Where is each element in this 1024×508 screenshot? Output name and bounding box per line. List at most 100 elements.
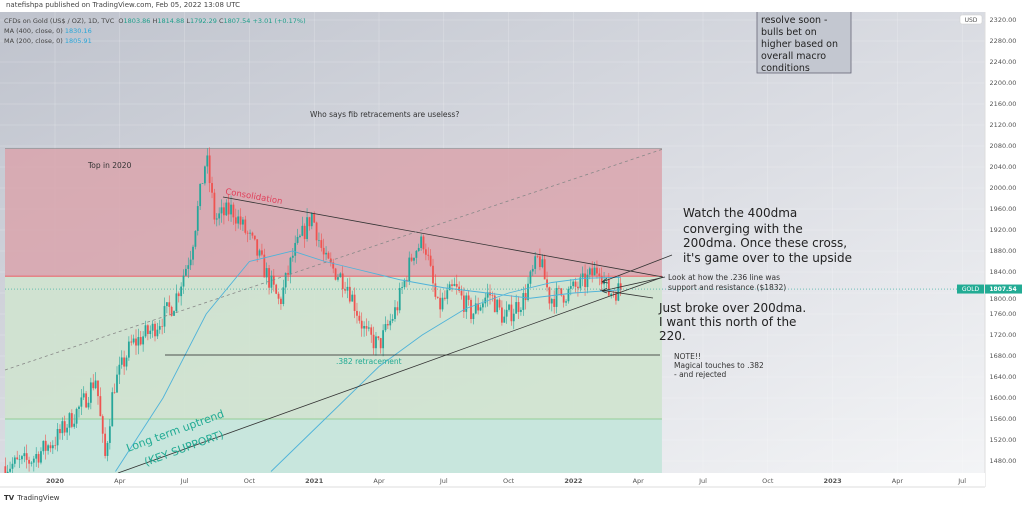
note-annotation-2[interactable]: Magical touches to .382: [674, 361, 764, 370]
candle-body: [118, 364, 121, 375]
candle-body: [598, 273, 601, 277]
candle-body: [294, 242, 297, 256]
trendlines[interactable]: [4, 148, 673, 474]
candle-body: [446, 290, 449, 299]
candle-body: [199, 183, 202, 207]
candle-body: [225, 202, 228, 216]
candle-body: [154, 323, 156, 337]
candle-body: [35, 454, 38, 459]
candle-body: [413, 257, 415, 261]
title-annotation[interactable]: Who says fib retracements are useless?: [310, 110, 459, 119]
candle-body: [111, 392, 114, 427]
candle-body: [170, 306, 173, 316]
note-annotation-1[interactable]: NOTE!!: [674, 352, 701, 361]
candle-body: [441, 297, 444, 310]
price-axis-labels: 2320.00 2280.00 2240.00 2200.00 2160.00 2120.…: [990, 16, 1017, 465]
candle-body: [108, 426, 111, 443]
candle-body: [322, 247, 325, 255]
candle-body: [142, 336, 145, 345]
look-annotation-1[interactable]: Look at how the .236 line was: [668, 273, 780, 282]
candle-body: [275, 284, 278, 294]
candle-body: [496, 299, 499, 313]
candle-body: [180, 286, 183, 297]
candle-body: [517, 302, 520, 312]
top-2020-annotation[interactable]: Top in 2020: [87, 161, 132, 170]
candle-body: [277, 293, 280, 299]
price-tick-label: 1920.00: [990, 226, 1017, 234]
legend-ma400-row[interactable]: MA (400, close, 0) 1830.16: [4, 26, 306, 36]
dashed-trendline[interactable]: [4, 148, 664, 371]
candle-body: [474, 303, 477, 314]
macro-note-box[interactable]: resolve soon - bulls bet on higher based…: [756, 12, 852, 74]
price-tick-label: 1720.00: [990, 331, 1017, 339]
candle-body: [391, 318, 394, 321]
box-line-5: conditions: [761, 63, 810, 74]
watch-annotation-1[interactable]: Watch the 400dma: [683, 206, 797, 220]
close-label: C: [218, 17, 224, 25]
candle-body: [472, 313, 475, 320]
price-chart[interactable]: Who says fib retracements are useless? T…: [0, 12, 1024, 488]
tradingview-logo[interactable]: TV TradingView: [4, 494, 60, 502]
candle-body: [70, 413, 73, 427]
candle-body: [510, 304, 513, 322]
candle-body: [410, 257, 413, 261]
candle-body: [156, 329, 159, 337]
candle-body: [51, 445, 54, 449]
candle-body: [149, 330, 152, 335]
candle-body: [177, 293, 180, 297]
close-value: 1807.54: [223, 17, 251, 25]
candle-body: [481, 303, 484, 308]
candle-body: [75, 408, 78, 424]
price-tag-symbol: GOLD: [962, 286, 980, 293]
price-tick-label: 1560.00: [990, 415, 1017, 423]
candle-body: [607, 279, 610, 296]
watch-annotation-2[interactable]: converging with the: [683, 222, 803, 236]
candle-body: [420, 236, 423, 248]
candle-body: [491, 295, 494, 296]
box-line-1: resolve soon -: [761, 15, 827, 26]
broke-annotation-3[interactable]: 220.: [659, 329, 686, 343]
candle-body: [615, 293, 617, 301]
currency-badge[interactable]: USD: [959, 14, 983, 25]
candle-body: [536, 256, 539, 257]
candle-body: [515, 302, 518, 314]
candle-body: [586, 274, 589, 288]
price-tick-label: 1760.00: [990, 310, 1017, 318]
price-tick-label: 1480.00: [990, 457, 1017, 465]
candle-body: [220, 207, 223, 214]
price-tick-label: 1600.00: [990, 394, 1017, 402]
broke-annotation-1[interactable]: Just broke over 200dma.: [658, 301, 806, 315]
fib382-annotation[interactable]: .382 retracement: [336, 357, 402, 366]
candle-body: [555, 287, 558, 307]
uptrend-line[interactable]: [117, 276, 664, 474]
candle-body: [125, 357, 128, 367]
consolidation-line[interactable]: [222, 196, 664, 278]
candle-body: [106, 442, 109, 456]
price-axis[interactable]: [985, 12, 1024, 488]
candle-body: [315, 222, 318, 241]
candle-body: [258, 250, 261, 256]
watch-annotation-3[interactable]: 200dma. Once these cross,: [683, 236, 847, 250]
candle-body: [146, 325, 149, 335]
time-axis[interactable]: [0, 473, 985, 488]
candle-body: [192, 246, 194, 260]
broke-annotation-2[interactable]: I want this north of the: [659, 315, 796, 329]
candle-body: [135, 338, 137, 346]
candle-body: [165, 302, 168, 307]
publisher-line: natefishpa published on TradingView.com,…: [6, 1, 241, 9]
time-tick-label: Oct: [762, 477, 774, 485]
moving-averages: [115, 250, 621, 472]
candle-body: [184, 268, 187, 276]
candle-body: [18, 459, 21, 460]
candle-body: [161, 326, 164, 327]
candle-body: [334, 268, 337, 280]
candle-body: [89, 382, 92, 403]
candle-body: [287, 272, 289, 275]
watch-annotation-4[interactable]: it's game over to the upside: [683, 251, 852, 265]
look-annotation-2[interactable]: support and resistance ($1832): [668, 283, 786, 292]
candle-body: [560, 288, 563, 296]
legend-ma200-row[interactable]: MA (200, close, 0) 1805.91: [4, 36, 306, 46]
note-annotation-3[interactable]: - and rejected: [674, 370, 726, 379]
candle-body: [54, 445, 57, 446]
candle-body: [244, 219, 247, 233]
